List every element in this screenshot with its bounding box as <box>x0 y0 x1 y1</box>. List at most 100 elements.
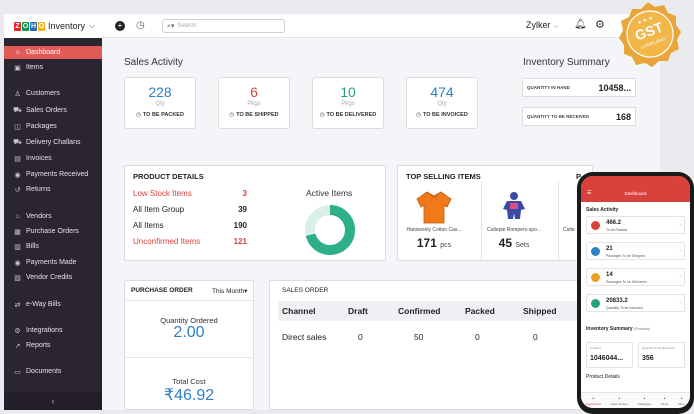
sidebar-item-payments-received[interactable]: ◉ Payments Received <box>4 168 102 181</box>
app-name: Inventory <box>48 21 86 31</box>
sidebar-item-label: Returns <box>26 186 51 193</box>
inv-row-label: QUANTITY TO BE RECEIVED <box>527 114 590 119</box>
column-header: Draft <box>348 306 368 316</box>
total-cost-label: Total Cost <box>172 377 206 386</box>
sidebar-item-items[interactable]: ▣ Items <box>4 61 102 74</box>
inv-row-value: 10458... <box>598 82 631 93</box>
quick-create-button[interactable]: + <box>115 21 125 31</box>
search-input[interactable]: ⌕▾ Search <box>162 19 285 33</box>
mobile-inventory-summary-extra: (Products) <box>634 327 651 331</box>
sidebar-item-customers[interactable]: ♙ Customers <box>4 87 102 100</box>
sidebar-item-documents[interactable]: ▭ Documents <box>4 365 102 378</box>
product-detail-label: All Item Group <box>133 205 185 214</box>
activity-label: ◷ TO BE DELIVERED <box>313 112 383 118</box>
item-qty-value: 171 <box>416 236 437 250</box>
inv-row-label: QUANTITY IN HAND <box>527 85 570 90</box>
recent-history-icon[interactable]: ◷ <box>136 20 145 31</box>
settings-gear-icon[interactable]: ⚙ <box>595 19 605 31</box>
sidebar-item-payments-made[interactable]: ◉ Payments Made <box>4 256 102 269</box>
activity-label-text: TO BE INVOICED <box>422 112 468 118</box>
mobile-nav-item[interactable]: ▪ Dashboard <box>586 396 601 406</box>
mobile-product-details-title: Product Details <box>586 374 620 380</box>
sidebar-item-purchase-orders[interactable]: ▦ Purchase Orders <box>4 225 102 238</box>
invoice-icon: ▤ <box>14 155 21 163</box>
mobile-bottom-nav: ▪ Dashboard ▪ Sales Orders ▪ Packages ▪ Items ▪ M… <box>581 392 690 408</box>
sidebar-item-delivery-challans[interactable]: ⛟ Delivery Challans <box>4 136 102 149</box>
return-icon: ↺ <box>14 186 21 194</box>
sidebar-item-label: Invoices <box>26 155 52 162</box>
sidebar-item-sales-orders[interactable]: ⛟ Sales Orders <box>4 104 102 117</box>
product-detail-label: All Items <box>133 221 164 230</box>
sales-order-panel <box>269 280 593 410</box>
mobile-activity-card[interactable]: 20833.2 Quantity To be Invoiced › <box>586 294 685 312</box>
sidebar-item-vendor-credits[interactable]: ▧ Vendor Credits <box>4 271 102 284</box>
menu-icon[interactable]: ☰ <box>587 190 592 196</box>
activity-card[interactable]: 474 Qty ◷ TO BE INVOICED <box>406 77 478 129</box>
sidebar-item-returns[interactable]: ↺ Returns <box>4 183 102 196</box>
product-detail-label: Low Stock Items <box>133 189 192 198</box>
item-quantity: 45 Sets <box>484 236 544 250</box>
logo-letter: Z <box>14 21 21 31</box>
activity-label-text: TO BE SHIPPED <box>236 112 279 118</box>
quantity-ordered-value: 2.00 <box>173 324 205 341</box>
sidebar-collapse-button[interactable]: ‹ <box>4 392 102 410</box>
activity-label: ◷ TO BE INVOICED <box>407 112 477 118</box>
active-items-title: Active Items <box>306 188 353 198</box>
nav-label: Dashboard <box>585 401 601 406</box>
sidebar-item-e-way-bills[interactable]: ⇄ e-Way Bills <box>4 298 102 311</box>
mobile-nav-item[interactable]: ▪ Packages <box>638 396 651 406</box>
product-detail-row[interactable]: Unconfirmed Items 121 <box>133 237 247 246</box>
sidebar-item-dashboard[interactable]: ⌂ Dashboard <box>4 46 102 59</box>
column-header: Channel <box>282 306 316 316</box>
item-qty-value: 45 <box>498 236 512 250</box>
cotton-sweater-image <box>416 191 452 224</box>
product-detail-value: 121 <box>233 237 247 246</box>
product-detail-row[interactable]: Low Stock Items 3 <box>133 189 247 198</box>
sidebar-item-label: Payments Received <box>26 171 89 178</box>
cart-icon: ⛟ <box>13 107 22 114</box>
chevron-right-icon: › <box>679 274 681 280</box>
activity-card[interactable]: 228 Qty ◷ TO BE PACKED <box>124 77 196 129</box>
mobile-nav-item[interactable]: ▪ Items <box>661 396 668 406</box>
logo-letter: O <box>38 21 45 31</box>
nav-icon: ▪ <box>663 395 666 402</box>
mobile-header-title: Dashboard <box>624 191 647 196</box>
product-detail-row[interactable]: All Item Group 39 <box>133 205 247 214</box>
sidebar-item-invoices[interactable]: ▤ Invoices <box>4 152 102 165</box>
status-dot-icon <box>591 221 600 230</box>
sidebar-item-label: Customers <box>26 90 60 97</box>
mobile-activity-card[interactable]: 21 Packages To be Shipped › <box>586 242 685 260</box>
org-name: Zylker <box>526 20 551 30</box>
mobile-nav-item[interactable]: ▪ More <box>678 396 685 406</box>
column-header: Packed <box>465 306 495 316</box>
nav-label: More <box>678 401 686 406</box>
caret-down-icon: ▾ <box>244 288 248 295</box>
mobile-nav-item[interactable]: ▪ Sales Orders <box>611 396 629 406</box>
table-cell: 0 <box>533 332 538 342</box>
notification-bell-icon[interactable]: 🔔︎ <box>574 19 587 30</box>
item-name: Hanswooly Cotton Cas... <box>406 227 462 233</box>
product-detail-row[interactable]: All Items 190 <box>133 221 247 230</box>
sidebar-item-packages[interactable]: ◫ Packages <box>4 120 102 133</box>
table-cell: 0 <box>358 332 363 342</box>
status-dot-icon <box>591 299 600 308</box>
top-selling-item[interactable]: Hanswooly Cotton Cas... 171 pcs <box>404 227 464 250</box>
chevron-right-icon: › <box>679 222 681 228</box>
mobile-activity-card[interactable]: 14 Packages To be Delivered › <box>586 268 685 286</box>
mobile-card-label: Quantity To be Invoiced <box>606 306 643 310</box>
activity-card[interactable]: 6 Pkgs ◷ TO BE SHIPPED <box>218 77 290 129</box>
organization-switcher[interactable]: Zylker ⌵ <box>526 20 558 31</box>
mobile-activity-card[interactable]: 466.2 To be Packed › <box>586 216 685 234</box>
chevron-right-icon: › <box>679 300 681 306</box>
sidebar-item-vendors[interactable]: ⌂ Vendors <box>4 210 102 223</box>
period-filter-dropdown[interactable]: This Month▾ <box>212 287 247 295</box>
folder-icon: ▭ <box>14 368 21 376</box>
sidebar-item-reports[interactable]: ↗ Reports <box>4 339 102 352</box>
activity-card[interactable]: 10 Pkgs ◷ TO BE DELIVERED <box>312 77 384 129</box>
top-selling-item[interactable]: Cutiepie Rompers-spo... 45 Sets <box>484 227 544 250</box>
sidebar-item-integrations[interactable]: ⚙ Integrations <box>4 324 102 337</box>
top-selling-item[interactable]: Cutie <box>563 227 585 236</box>
nav-label: Sales Orders <box>610 401 629 406</box>
sidebar-item-bills[interactable]: ▥ Bills <box>4 240 102 253</box>
